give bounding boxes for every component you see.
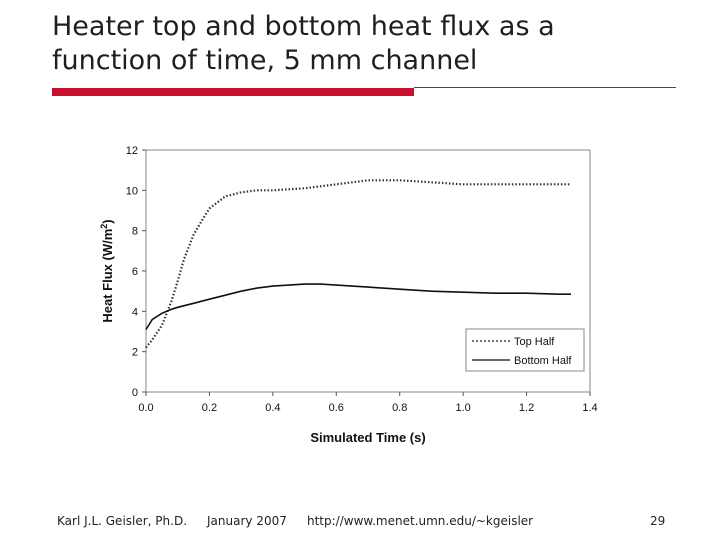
- y-tick-label: 2: [132, 347, 138, 359]
- title-accent-bar: [52, 88, 414, 96]
- y-tick-label: 4: [132, 306, 138, 318]
- y-axis-title: Heat Flux (W/m2): [99, 219, 115, 322]
- y-tick-label: 6: [132, 266, 138, 278]
- series-layer: [145, 179, 571, 349]
- axis-ticks: 0.0 0.2 0.4 0.6 0.8 1.0 1.2 1.4 0 2 4 6 8 10 12: [126, 145, 598, 414]
- legend-label-top-half: Top Half: [514, 336, 555, 348]
- footer-author: Karl J.L. Geisler, Ph.D.: [57, 514, 188, 528]
- x-tick-label: 0.2: [202, 402, 217, 414]
- legend-box: [465, 328, 585, 372]
- series-line-bottom-half: [145, 283, 571, 330]
- y-axis-title-main: Heat Flux (W/m: [100, 229, 115, 323]
- legend-label-bottom-half: Bottom Half: [514, 355, 572, 367]
- footer-date: January 2007: [207, 514, 287, 528]
- y-axis-title-superscript: 2: [99, 224, 109, 229]
- x-tick-label: 1.2: [519, 402, 534, 414]
- heat-flux-chart: 0.0 0.2 0.4 0.6 0.8 1.0 1.2 1.4 0 2 4 6 8 10 12 Simula…: [99, 145, 598, 445]
- y-tick-label: 12: [126, 145, 138, 157]
- y-axis-title-close: ): [100, 219, 115, 223]
- x-tick-label: 1.0: [455, 402, 470, 414]
- x-tick-label: 0.0: [138, 402, 153, 414]
- footer-page-number: 29: [650, 514, 666, 528]
- x-tick-label: 0.4: [265, 402, 280, 414]
- x-tick-label: 1.4: [582, 402, 597, 414]
- slide-title: Heater top and bottom heat flux as a fun…: [52, 11, 555, 76]
- series-line-top-half: [145, 179, 571, 349]
- title-rule-line: [414, 87, 676, 88]
- x-axis-title: Simulated Time (s): [310, 430, 425, 445]
- legend: Top Half Bottom Half: [465, 328, 585, 372]
- x-tick-label: 0.8: [392, 402, 407, 414]
- x-tick-label: 0.6: [329, 402, 344, 414]
- y-tick-label: 0: [132, 387, 138, 399]
- y-tick-label: 10: [126, 185, 138, 197]
- y-tick-label: 8: [132, 226, 138, 238]
- footer-url[interactable]: http://www.menet.umn.edu/~kgeisler: [307, 514, 534, 528]
